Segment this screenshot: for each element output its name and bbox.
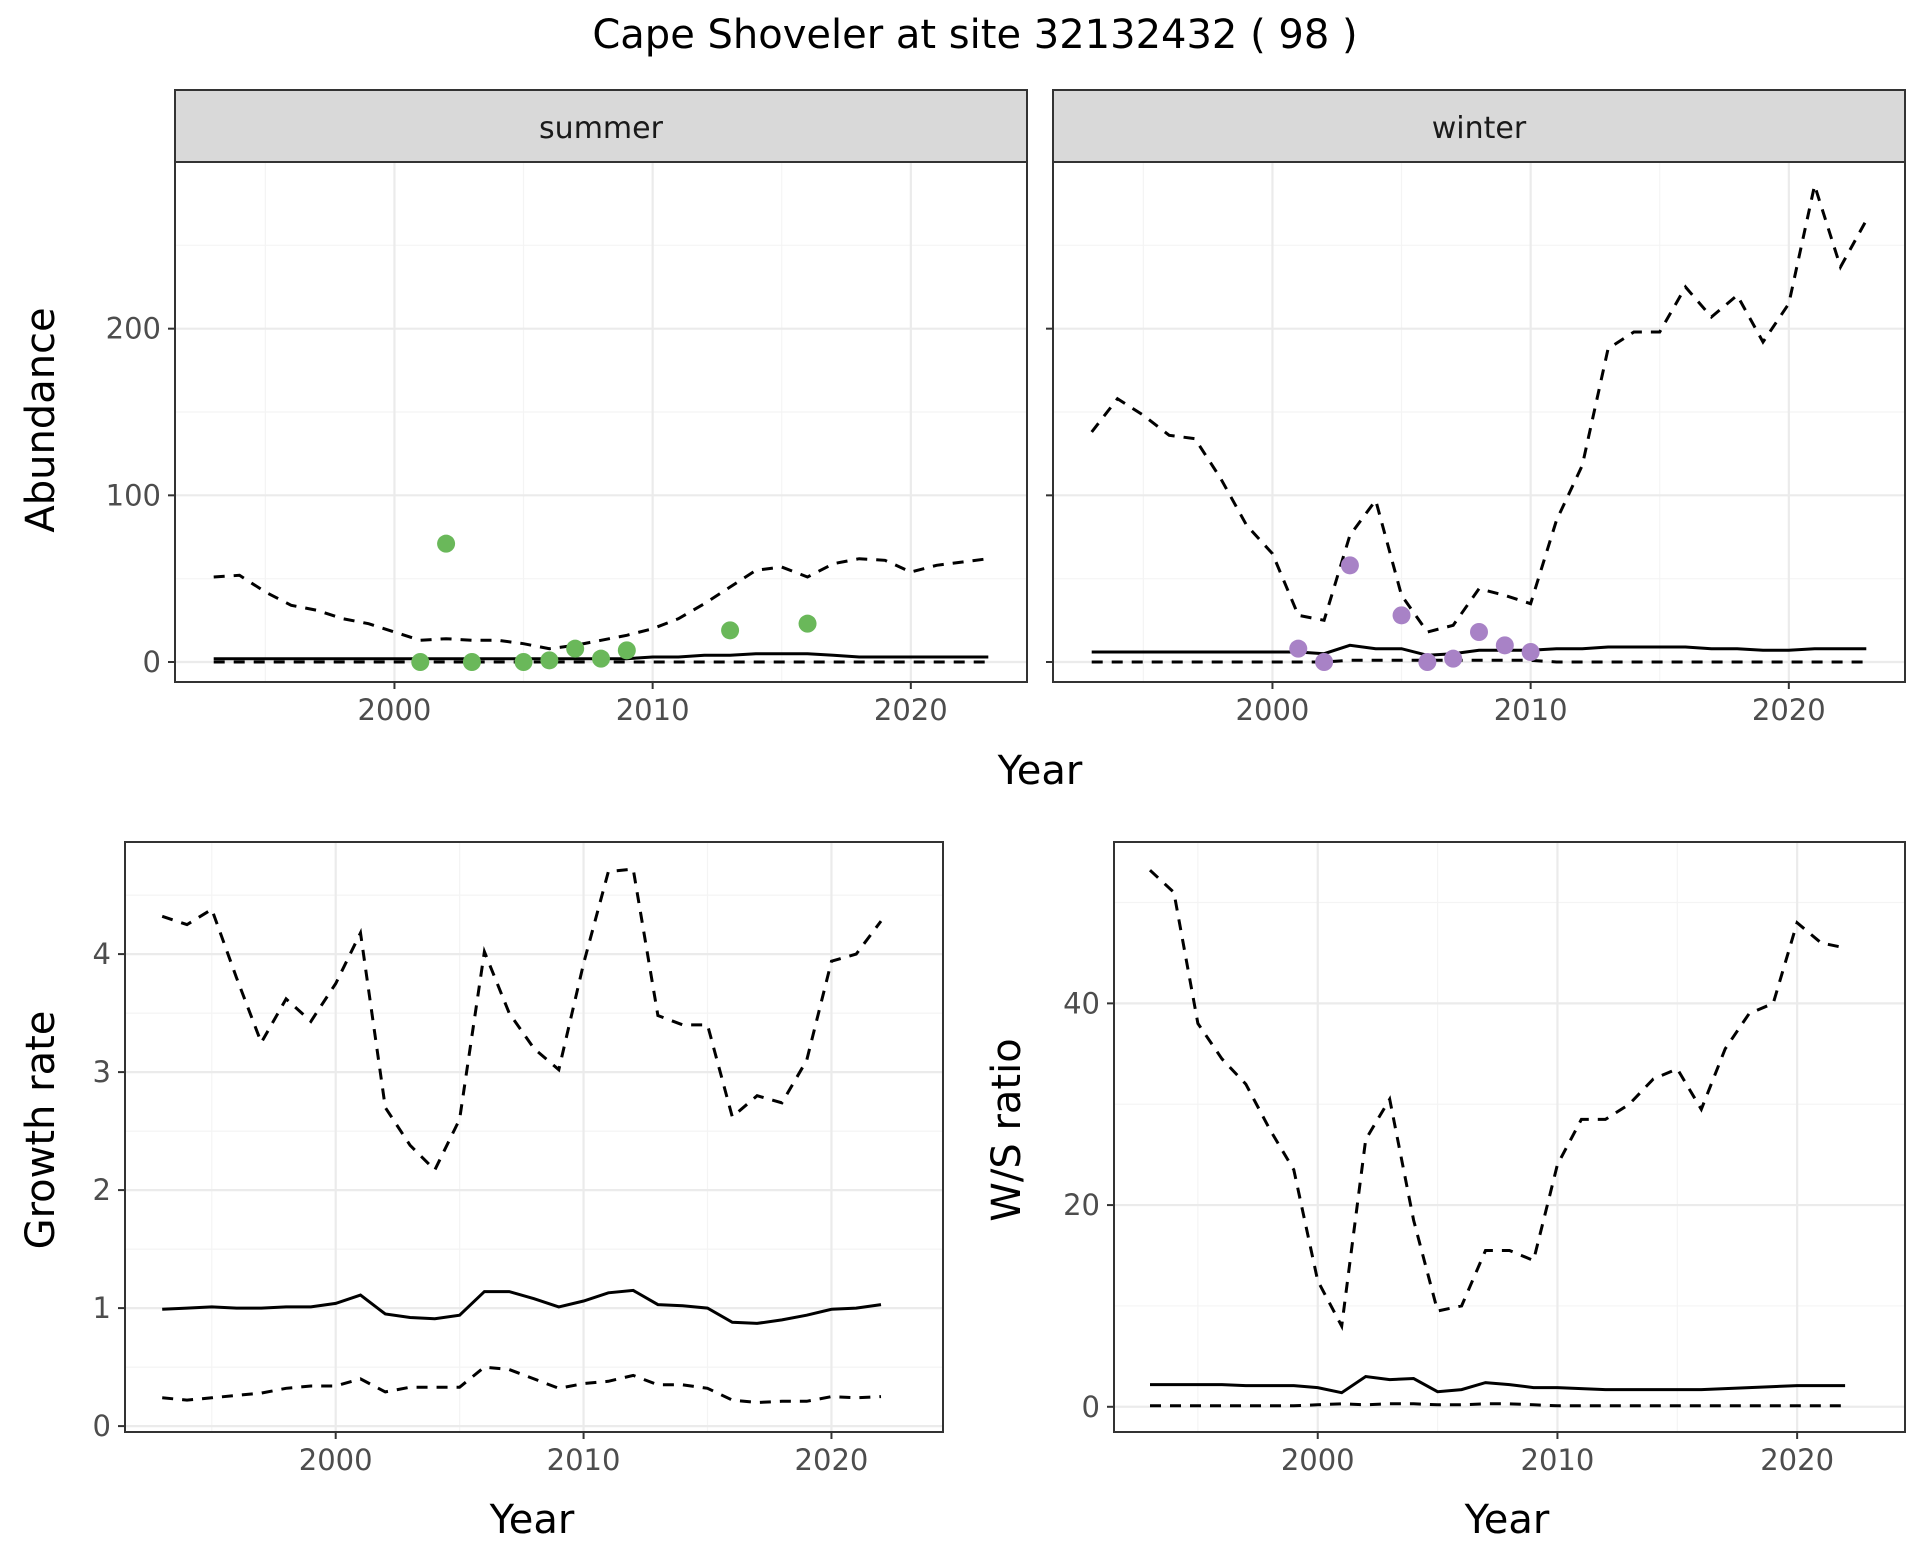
y-tick-label: 20 bbox=[1063, 1188, 1100, 1222]
panel-background bbox=[175, 162, 1027, 682]
ws-x-axis-title: Year bbox=[1464, 1497, 1550, 1543]
observation-point bbox=[514, 653, 533, 671]
x-tick-label: 2010 bbox=[616, 693, 690, 727]
x-tick-label: 2020 bbox=[1760, 1443, 1834, 1477]
series-line-interval bbox=[1148, 869, 1846, 1331]
top-y-axis-title: Abundance bbox=[18, 307, 64, 532]
growth-y-axis-title: Growth rate bbox=[18, 1011, 64, 1250]
panel-growth-rate: 2000 2010 2020 0 1 2 3 4 Year Growth rate bbox=[18, 841, 944, 1543]
x-tick-label: 2000 bbox=[1281, 1443, 1355, 1477]
y-tick-label: 4 bbox=[93, 937, 111, 971]
series-line-estimate bbox=[1091, 643, 1867, 657]
plot-area: 2000 2010 2020 0 100 200 bbox=[106, 161, 1028, 727]
observation-point bbox=[798, 614, 817, 633]
observation-point bbox=[566, 639, 585, 658]
plot-area: 2000 2010 2020 0 20 40 bbox=[1063, 841, 1906, 1477]
observation-point bbox=[1315, 653, 1334, 671]
observation-point bbox=[1392, 606, 1411, 625]
observation-point bbox=[1521, 643, 1540, 661]
observation-point bbox=[617, 641, 636, 660]
series-line-interval bbox=[161, 867, 883, 1173]
strip-label-winter: winter bbox=[1432, 111, 1527, 146]
observation-point bbox=[1444, 649, 1463, 668]
series-line-interval bbox=[162, 1365, 882, 1405]
observation-point bbox=[1470, 623, 1488, 641]
y-tick-label: 100 bbox=[106, 478, 161, 512]
plot-area: 2000 2010 2020 bbox=[1046, 161, 1906, 727]
y-tick-label: 0 bbox=[143, 645, 161, 679]
x-tick-label: 2000 bbox=[358, 693, 432, 727]
strip-winter bbox=[1052, 89, 1906, 163]
strip-summer bbox=[174, 89, 1028, 163]
y-tick-label: 0 bbox=[93, 1409, 111, 1443]
panel-background bbox=[1053, 162, 1905, 682]
series-line-interval bbox=[1150, 1402, 1846, 1408]
observation-point bbox=[721, 621, 740, 640]
panel-background bbox=[1114, 842, 1905, 1432]
observation-point bbox=[411, 653, 430, 671]
growth-x-axis-title: Year bbox=[489, 1497, 575, 1543]
observation-point bbox=[1495, 636, 1514, 655]
series-line-interval bbox=[213, 557, 989, 651]
series-line-estimate bbox=[162, 1288, 882, 1325]
x-tick-label: 2000 bbox=[299, 1443, 373, 1477]
ws-y-axis-title: W/S ratio bbox=[984, 1038, 1030, 1221]
y-tick-label: 200 bbox=[106, 312, 161, 346]
x-tick-label: 2000 bbox=[1236, 693, 1310, 727]
observation-point bbox=[437, 534, 456, 553]
y-tick-label: 40 bbox=[1063, 986, 1100, 1020]
plot-area: 2000 2010 2020 0 1 2 3 4 bbox=[93, 841, 944, 1477]
observation-point bbox=[1418, 653, 1437, 671]
panel-abundance-winter: 2000 2010 2020 winter bbox=[1046, 89, 1906, 727]
x-tick-label: 2020 bbox=[795, 1443, 869, 1477]
panel-abundance-summer: 2000 2010 2020 0 100 200 summer bbox=[106, 89, 1028, 727]
observation-point bbox=[592, 649, 610, 668]
y-tick-label: 3 bbox=[93, 1055, 111, 1089]
strip-label-summer: summer bbox=[539, 111, 664, 146]
chart-title: Cape Shoveler at site 32132432 ( 98 ) bbox=[592, 12, 1357, 58]
x-tick-label: 2020 bbox=[874, 693, 948, 727]
panel-border bbox=[1113, 841, 1906, 1433]
panel-background bbox=[125, 842, 943, 1432]
panel-ws-ratio: 2000 2010 2020 0 20 40 Year W/S ratio bbox=[984, 841, 1906, 1543]
y-tick-label: 2 bbox=[93, 1173, 111, 1207]
top-x-axis-title: Year bbox=[997, 748, 1083, 794]
observation-point bbox=[540, 651, 559, 670]
y-tick-label: 0 bbox=[1082, 1390, 1100, 1424]
x-tick-label: 2010 bbox=[547, 1443, 621, 1477]
observation-point bbox=[462, 653, 481, 671]
observation-point bbox=[1289, 639, 1308, 658]
x-tick-label: 2010 bbox=[1494, 693, 1568, 727]
x-tick-label: 2010 bbox=[1521, 1443, 1595, 1477]
panel-border bbox=[124, 841, 944, 1433]
y-tick-label: 1 bbox=[93, 1291, 111, 1325]
series-line-estimate bbox=[1150, 1374, 1846, 1395]
series-line-interval bbox=[1091, 658, 1867, 664]
x-tick-label: 2020 bbox=[1752, 693, 1826, 727]
observation-point bbox=[1340, 556, 1359, 575]
